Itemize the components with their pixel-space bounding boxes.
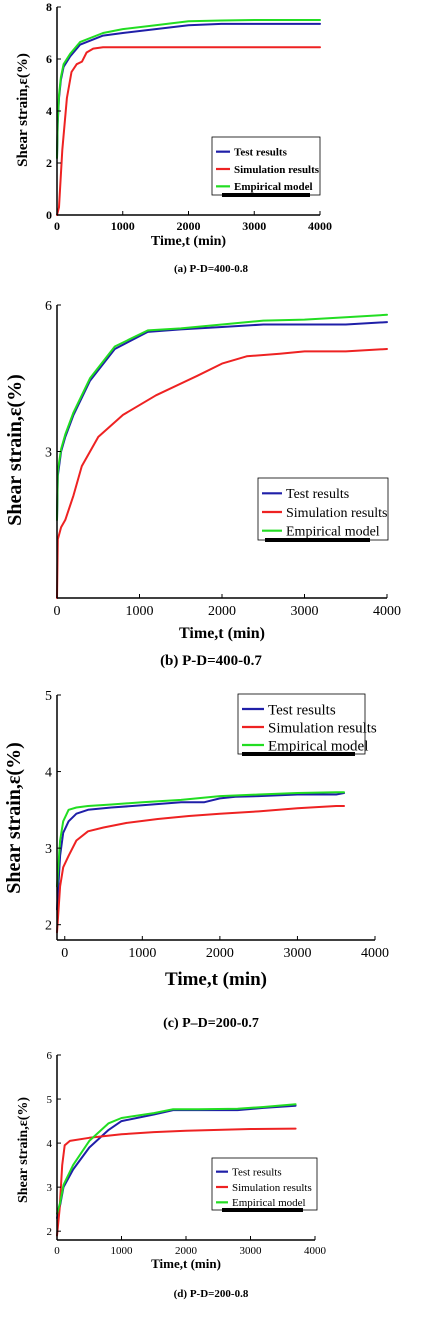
x-tick-label: 2000 — [208, 604, 236, 619]
legend: Test results Simulation results Empirical … — [257, 477, 389, 542]
legend-shadow-bar — [242, 752, 355, 756]
y-tick-label: 4 — [46, 104, 52, 118]
x-tick-label: 0 — [54, 1245, 60, 1257]
legend-label: Empirical model — [232, 1197, 306, 1209]
y-tick-label: 3 — [45, 842, 52, 857]
legend-shadow-bar — [222, 193, 310, 197]
y-tick-label: 8 — [46, 0, 52, 14]
x-tick-label: 1000 — [128, 946, 156, 961]
chart-2: 0 1000 2000 3000 4000 3 6 Time,t (min) Shear str… — [4, 299, 401, 669]
x-tick-label: 3000 — [240, 1245, 263, 1257]
legend-box — [211, 1157, 318, 1211]
legend: Test results Simulation results Empirical … — [211, 1157, 318, 1212]
series-line-simulation — [56, 1127, 297, 1237]
legend: Test results Simulation results Empirical … — [237, 693, 377, 756]
legend-label: Simulation results — [268, 720, 377, 736]
legend-label: Test results — [268, 702, 336, 718]
chart-caption: (d) P-D=200-0.8 — [174, 1288, 249, 1300]
y-tick-label: 6 — [46, 52, 52, 66]
x-tick-label: 3000 — [242, 219, 266, 233]
y-axis-label: Shear strain,ε(%) — [15, 53, 31, 167]
x-tick-label: 3000 — [291, 604, 319, 619]
x-tick-label: 1000 — [111, 1245, 134, 1257]
y-tick-label: 3 — [47, 1182, 53, 1194]
y-axis-label: Shear strain,ε(%) — [3, 742, 25, 894]
legend-label: Simulation results — [286, 506, 388, 521]
series-line-empirical — [56, 791, 345, 888]
y-tick-label: 0 — [46, 208, 52, 222]
y-axis-label: Shear strain,ε(%) — [4, 374, 26, 526]
y-tick-label: 2 — [47, 1226, 53, 1238]
legend: Test results Simulation results Empirical … — [211, 136, 321, 197]
y-axis-label: Shear strain,ε(%) — [16, 1097, 31, 1203]
legend-box — [257, 477, 389, 541]
y-tick-label: 4 — [45, 765, 52, 780]
y-tick-label: 6 — [45, 299, 52, 314]
x-tick-label: 0 — [61, 946, 68, 961]
y-tick-label: 5 — [47, 1094, 53, 1106]
chart-caption: (b) P-D=400-0.7 — [160, 653, 262, 669]
x-tick-label: 2000 — [175, 1245, 198, 1257]
legend-label: Simulation results — [234, 164, 320, 176]
legend-label: Empirical model — [234, 181, 313, 193]
legend-shadow-bar — [222, 1208, 303, 1212]
legend-label: Test results — [286, 487, 349, 502]
series-line-simulation — [56, 348, 388, 599]
series-line-simulation — [56, 46, 321, 216]
legend-label: Empirical model — [268, 738, 368, 754]
x-tick-label: 1000 — [126, 604, 154, 619]
x-tick-label: 4000 — [304, 1245, 327, 1257]
series-line-empirical — [56, 19, 321, 159]
y-tick-label: 6 — [47, 1050, 53, 1062]
y-tick-label: 3 — [45, 445, 52, 460]
x-tick-label: 2000 — [206, 946, 234, 961]
y-tick-label: 2 — [46, 156, 52, 170]
x-tick-label: 0 — [54, 604, 61, 619]
series-line-test — [56, 792, 345, 911]
chart-4: 0 1000 2000 3000 4000 2 3 4 5 6 Time,t (min) Shear … — [16, 1050, 327, 1300]
x-tick-label: 3000 — [283, 946, 311, 961]
x-tick-label: 4000 — [308, 219, 332, 233]
x-tick-label: 0 — [54, 219, 60, 233]
y-tick-label: 5 — [45, 689, 52, 704]
legend-label: Empirical model — [286, 525, 380, 540]
x-tick-label: 4000 — [361, 946, 389, 961]
series-line-empirical — [56, 313, 388, 521]
chart-1: 0 1000 2000 3000 4000 0 2 4 6 8 Time,t (min) Shear … — [15, 0, 332, 275]
legend-label: Test results — [232, 1167, 282, 1179]
series-line-simulation — [56, 805, 345, 934]
legend-label: Simulation results — [232, 1182, 312, 1194]
chart-caption: (c) P–D=200-0.7 — [163, 1016, 259, 1031]
x-axis-label: Time,t (min) — [151, 1256, 221, 1271]
chart-caption: (a) P-D=400-0.8 — [174, 263, 249, 275]
y-tick-label: 2 — [45, 919, 52, 934]
x-tick-label: 4000 — [373, 604, 401, 619]
x-tick-label: 2000 — [177, 219, 201, 233]
legend-shadow-bar — [265, 538, 370, 542]
y-tick-label: 4 — [47, 1138, 53, 1150]
series-line-empirical — [56, 1103, 297, 1215]
x-axis-label: Time,t (min) — [151, 234, 227, 249]
x-tick-label: 1000 — [111, 219, 135, 233]
x-axis-label: Time,t (min) — [179, 625, 265, 642]
legend-label: Test results — [234, 147, 288, 159]
x-axis-label: Time,t (min) — [165, 969, 267, 990]
chart-3: 0 1000 2000 3000 4000 2 3 4 5 Time,t (min) Shear s… — [3, 689, 389, 1031]
